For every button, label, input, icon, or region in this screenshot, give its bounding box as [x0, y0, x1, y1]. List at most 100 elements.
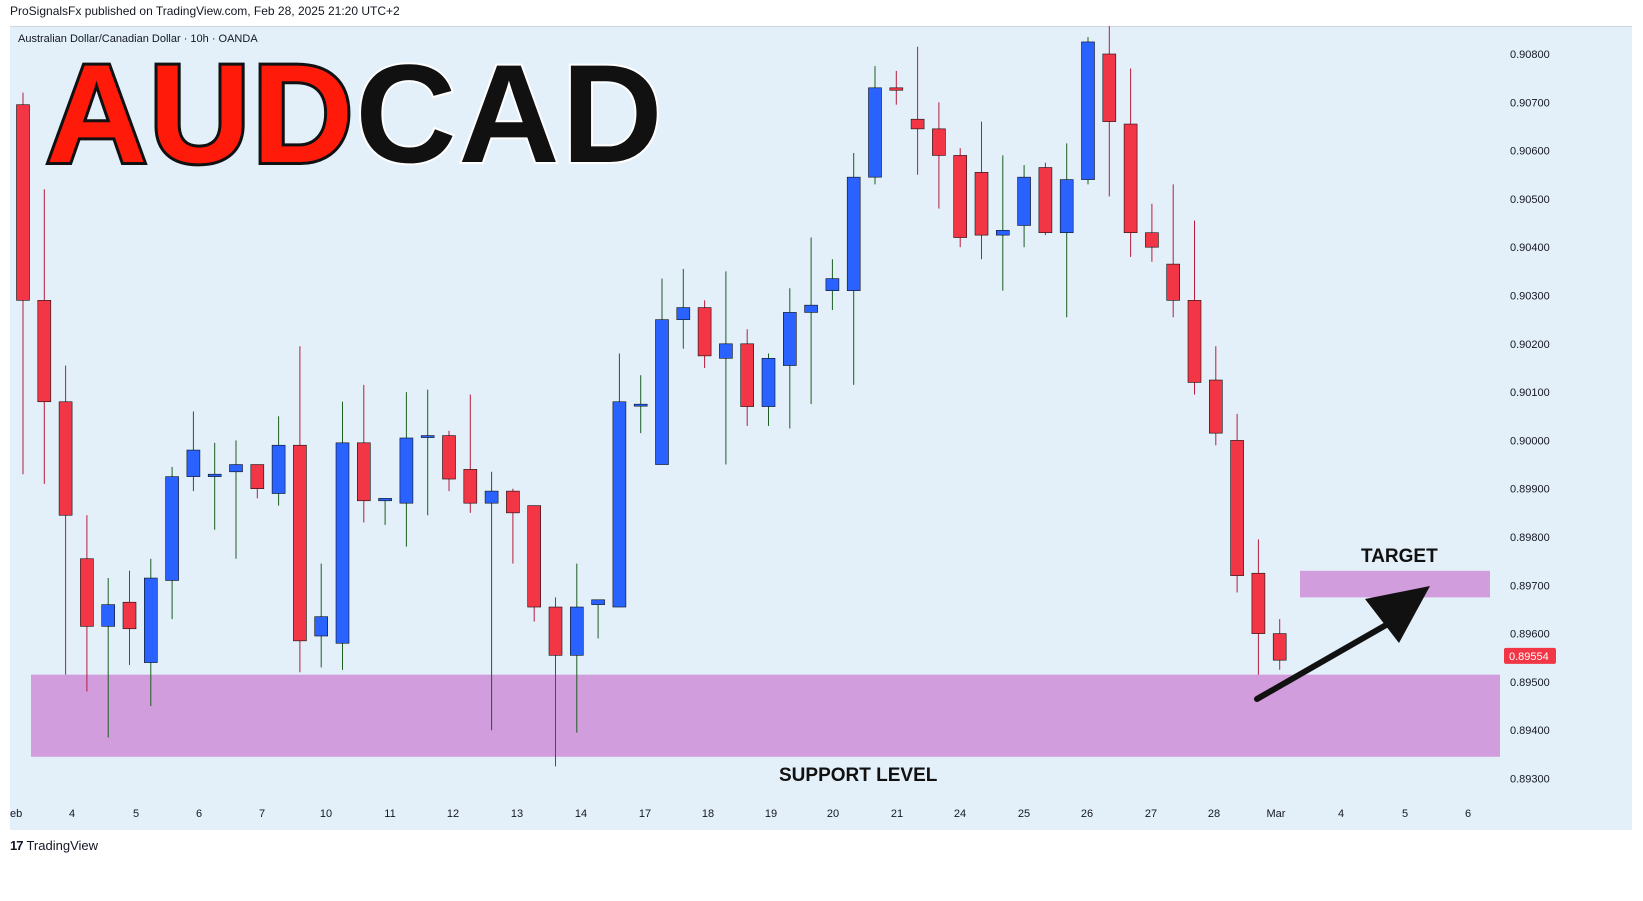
y-tick-label: 0.89800 [1510, 532, 1550, 544]
candle-body [527, 505, 542, 608]
candlestick-chart[interactable]: 0.90800 0.90700 0.90600 0.90500 0.90400 0.903… [10, 26, 1632, 829]
candle-body [442, 435, 456, 480]
x-tick-label: 4 [1338, 808, 1344, 820]
x-tick-label: 28 [1208, 808, 1220, 820]
y-tick-label: 0.90000 [1510, 435, 1550, 447]
target-arrow-shaft [1254, 614, 1403, 702]
candle-body [399, 437, 414, 504]
y-tick-label: 0.89700 [1510, 580, 1550, 592]
x-tick-label: 6 [1465, 808, 1471, 820]
x-tick-label: 5 [133, 808, 139, 820]
x-tick-label: 25 [1018, 808, 1030, 820]
y-tick-label: 0.89500 [1510, 677, 1550, 689]
candle-body [889, 87, 904, 91]
tradingview-footer[interactable]: 17 TradingView [10, 838, 98, 853]
x-tick-label: 27 [1145, 808, 1157, 820]
title-part-aud: AUD [43, 35, 356, 192]
candle-body [484, 490, 499, 504]
symbol-description: Australian Dollar/Canadian Dollar · 10h … [18, 33, 258, 45]
candle-body [207, 473, 222, 477]
target-label: TARGET [1361, 546, 1438, 567]
candle-body [186, 449, 201, 477]
candle-body [633, 403, 648, 407]
published-line: ProSignalsFx published on TradingView.co… [10, 4, 400, 18]
candle-body [1017, 176, 1031, 226]
tradingview-logo-icon: 17 [10, 838, 24, 853]
x-tick-label: 24 [954, 808, 966, 820]
last-price-tag [1504, 647, 1556, 664]
y-tick-label: 0.90700 [1510, 97, 1550, 109]
candle-body [1081, 41, 1095, 180]
candle-body [569, 606, 584, 656]
candle-body [229, 464, 243, 473]
y-tick-label: 0.89400 [1510, 725, 1550, 737]
candle-body [825, 278, 840, 291]
candle-body [655, 319, 669, 465]
candle-body [953, 155, 968, 238]
y-tick-label: 0.90600 [1510, 146, 1550, 158]
candle-body [420, 435, 435, 438]
x-tick-label: 5 [1402, 808, 1408, 820]
y-tick-label: 0.90400 [1510, 242, 1550, 254]
candle-body [1102, 53, 1117, 122]
candle-body [548, 606, 563, 656]
candle-body [378, 498, 392, 502]
candle-body [314, 616, 329, 637]
candle-body [591, 599, 605, 605]
x-tick-label: 7 [259, 808, 265, 820]
candle-body [868, 87, 882, 178]
candle-body [1145, 232, 1159, 248]
x-tick-label: 11 [384, 808, 395, 820]
y-tick-label: 0.90800 [1510, 49, 1550, 61]
candle-body [1272, 633, 1287, 661]
candle-body [1230, 440, 1244, 576]
y-tick-label: 0.90200 [1510, 339, 1550, 351]
candle-body [719, 343, 733, 359]
x-tick-label: 20 [827, 808, 839, 820]
y-tick-label: 0.89300 [1510, 774, 1550, 786]
title-part-cad: CAD [353, 35, 665, 192]
candle-body [1209, 379, 1223, 434]
candle-body [740, 343, 755, 407]
candle-body [1251, 572, 1266, 634]
x-tick-label: 19 [765, 808, 777, 820]
candle-body [932, 128, 946, 156]
x-tick-label: 13 [511, 808, 523, 820]
x-tick-label: 21 [891, 808, 903, 820]
x-tick-label: 6 [196, 808, 202, 820]
candle-body [697, 307, 712, 357]
candle-body [1038, 167, 1053, 234]
x-tick-label: eb [10, 808, 22, 820]
candle-body [293, 444, 307, 642]
candle-body [144, 577, 158, 663]
x-tick-label: Mar [1267, 808, 1286, 820]
candle-body [58, 401, 73, 516]
candle-body [101, 604, 115, 627]
candle-body [1123, 123, 1138, 234]
candle-body [335, 442, 350, 644]
candle-body [122, 601, 137, 630]
x-tick-label: 10 [320, 808, 332, 820]
candle-body [846, 176, 861, 291]
candle-body [271, 444, 286, 494]
y-tick-label: 0.90300 [1510, 291, 1550, 303]
candle-body [1059, 179, 1074, 234]
candle-body [1166, 263, 1180, 301]
x-tick-label: 12 [447, 808, 459, 820]
candle-body [356, 442, 371, 502]
candle-body [165, 476, 179, 581]
candle-body [910, 118, 925, 130]
candle-body [506, 490, 520, 514]
target-zone [1300, 570, 1490, 598]
candle-body [782, 312, 797, 366]
candle-body [463, 469, 478, 504]
y-tick-label: 0.90500 [1510, 194, 1550, 206]
x-tick-label: 4 [69, 808, 75, 820]
support-zone [31, 674, 1500, 757]
target-arrow-head [1365, 586, 1430, 643]
chart-title: AUDCAD [43, 41, 665, 187]
y-tick-label: 0.90100 [1510, 387, 1550, 399]
candle-body [1187, 300, 1202, 383]
x-tick-label: 18 [702, 808, 714, 820]
candle-body [974, 172, 989, 236]
